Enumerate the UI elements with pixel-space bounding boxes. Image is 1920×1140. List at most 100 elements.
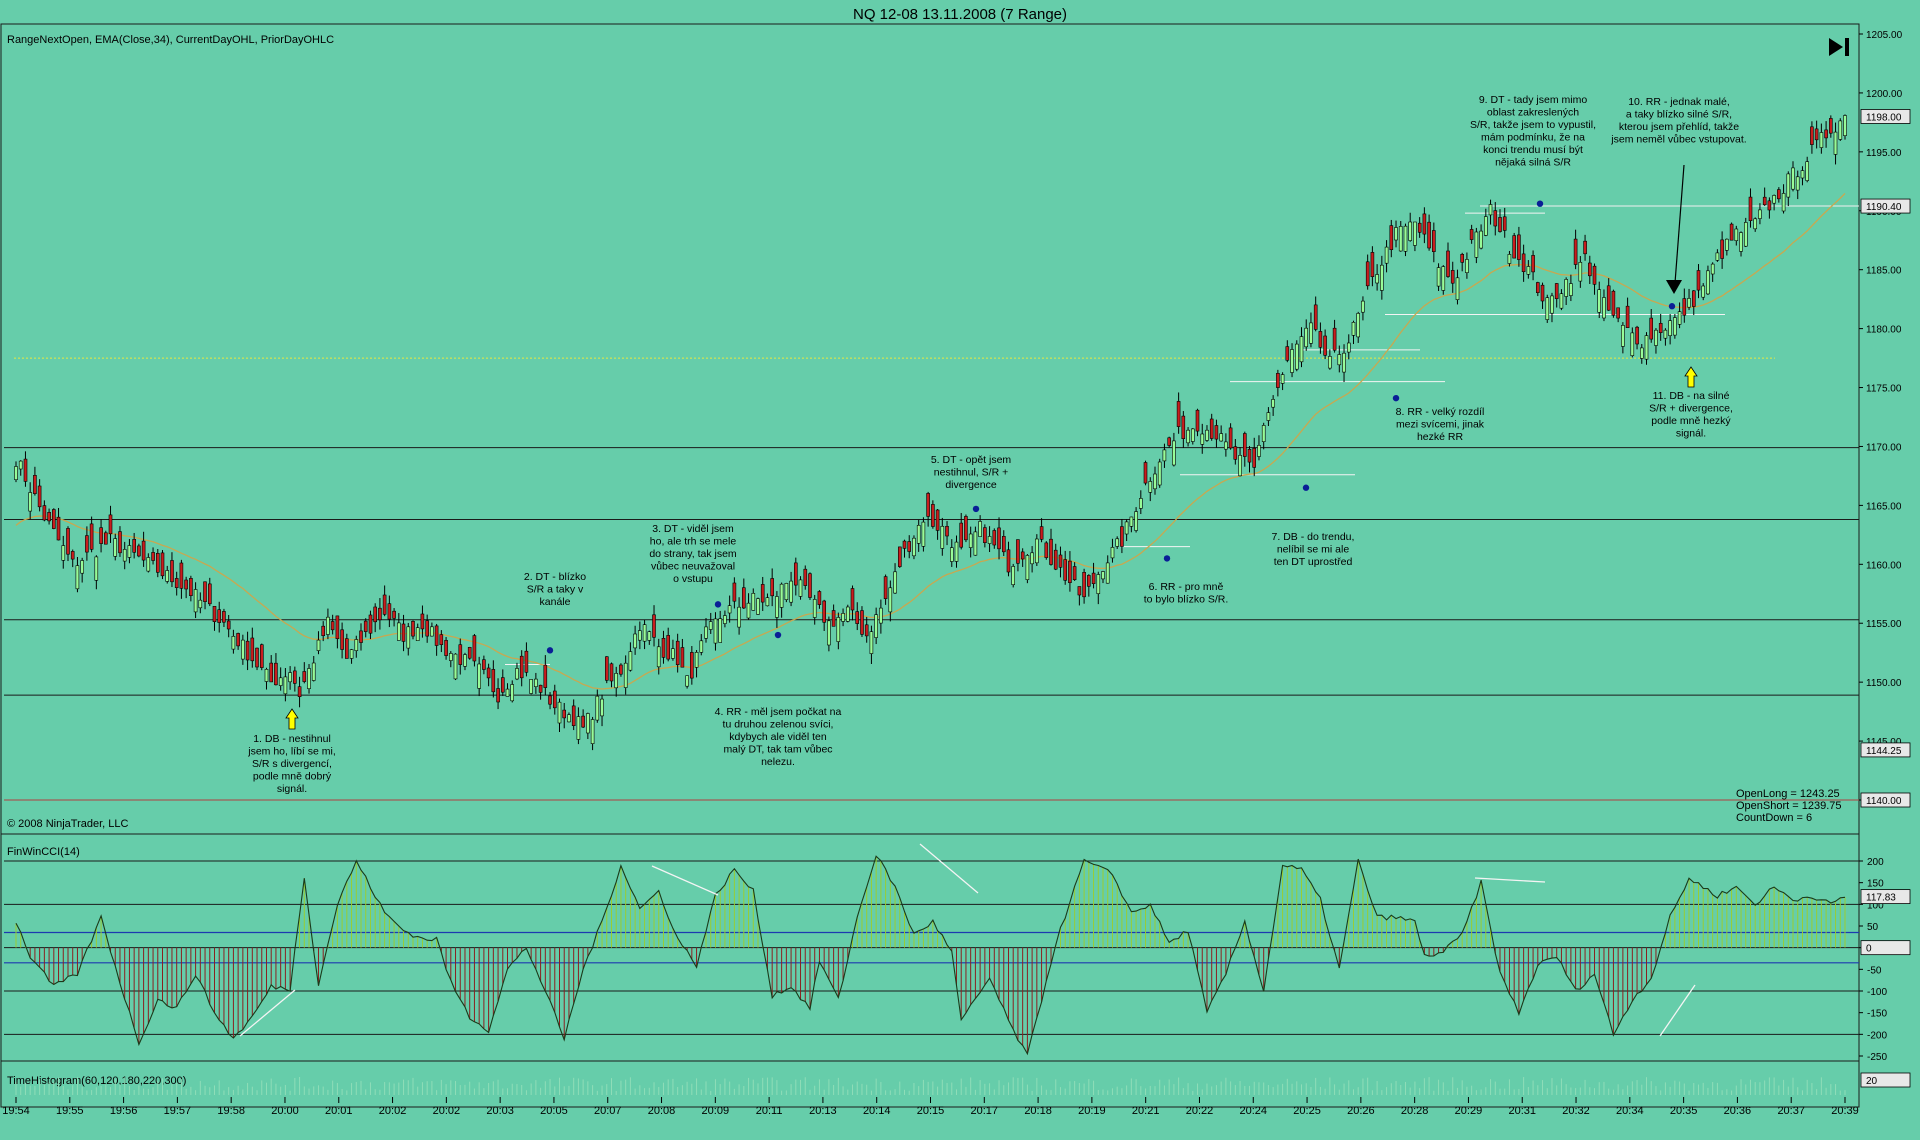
time-axis-label: 19:58: [217, 1105, 245, 1117]
axes: 1205.001200.001195.001190.001185.001180.…: [2, 30, 1911, 1117]
candle-body: [1001, 535, 1006, 553]
candle-body: [472, 635, 477, 662]
candle-body: [241, 639, 245, 660]
candle-body: [1389, 225, 1394, 251]
candle-body: [855, 611, 860, 624]
candle-body: [1157, 461, 1162, 486]
time-axis-label: 20:21: [1132, 1105, 1160, 1117]
candle-body: [387, 603, 392, 620]
candle-body: [1134, 511, 1138, 531]
candle-body: [444, 639, 448, 656]
candle-body: [1838, 120, 1843, 140]
candle-body: [193, 589, 198, 613]
candle-body: [1621, 324, 1625, 347]
time-axis-label: 20:13: [809, 1105, 837, 1117]
candle-body: [1592, 265, 1597, 285]
candle-body: [340, 629, 344, 650]
candle-body: [656, 646, 661, 668]
candle-body: [411, 620, 415, 637]
price-badge: 1198.00: [1866, 112, 1902, 123]
candle-body: [189, 577, 193, 596]
candle-body: [836, 617, 841, 642]
candle-body: [1318, 331, 1323, 348]
candle-body: [992, 530, 997, 546]
candle-body: [1569, 283, 1573, 296]
candle-body: [685, 675, 689, 687]
time-axis-label: 20:19: [1078, 1105, 1106, 1117]
candle-body: [1488, 204, 1493, 216]
candle-body: [1479, 230, 1483, 249]
candle-body: [1460, 254, 1464, 263]
signal-dot: [972, 505, 980, 513]
annotation-text: hezké RR: [1417, 431, 1464, 443]
candle-body: [775, 596, 779, 618]
candle-body: [1540, 284, 1545, 302]
candle-body: [1365, 261, 1370, 287]
candle-body: [1214, 425, 1219, 440]
candle-body: [680, 647, 685, 668]
price-badge-box: [1860, 198, 1911, 214]
cci-tick-label: -250: [1867, 1052, 1887, 1063]
candle-body: [741, 587, 746, 609]
candle-body: [1611, 290, 1616, 316]
candle-body: [467, 646, 472, 659]
candle-body: [935, 509, 940, 531]
candle-body: [1011, 566, 1016, 586]
play-to-end-button[interactable]: [1826, 36, 1854, 60]
annotation-text: podle mně hezký: [1651, 415, 1731, 427]
candle-body: [1701, 285, 1705, 298]
time-axis-label: 20:39: [1831, 1105, 1859, 1117]
candle-body: [1814, 128, 1819, 141]
candle-body: [1739, 232, 1743, 252]
down-arrow-icon: [1666, 280, 1682, 294]
candle-body: [1781, 193, 1786, 212]
annotation-text: tu druhou zelenou svíci,: [723, 719, 834, 731]
annotation-text: kdybych ale viděl ten: [729, 731, 827, 743]
candle-body: [1096, 574, 1101, 595]
candle-body: [770, 578, 775, 597]
annotation-text: 1. DB - nestihnul: [253, 733, 331, 745]
candle-body: [987, 536, 992, 544]
candle-body: [978, 521, 982, 537]
time-axis-label: 20:31: [1508, 1105, 1536, 1117]
candle-body: [274, 662, 278, 686]
candle-body: [363, 620, 368, 632]
ema-polyline: [15, 192, 1846, 690]
time-axis-label: 19:57: [164, 1105, 192, 1117]
annotation-pointer-line: [1674, 164, 1685, 284]
candle-body: [864, 624, 869, 637]
time-axis-label: 20:17: [971, 1105, 999, 1117]
candle-body: [208, 583, 212, 605]
time-axis-label: 19:56: [110, 1105, 138, 1117]
annotation-text: nějaká silná S/R: [1495, 157, 1571, 169]
candle-body: [1625, 305, 1630, 329]
candle-body: [1517, 234, 1521, 260]
candle-body: [1422, 213, 1427, 235]
candle-body: [482, 659, 486, 670]
price-badge: 1140.00: [1866, 796, 1902, 807]
annotation-text: 4. RR - měl jsem počkat na: [715, 706, 842, 718]
annotation-text: 6. RR - pro mně: [1149, 581, 1224, 593]
candle-body: [827, 620, 831, 646]
candle-body: [1408, 221, 1412, 241]
time-axis-label: 20:26: [1347, 1105, 1375, 1117]
candle-body: [1049, 538, 1053, 565]
candle-body: [931, 504, 935, 527]
candle-body: [1351, 321, 1356, 336]
candle-body: [430, 626, 434, 637]
candle-body: [1441, 266, 1446, 291]
price-tick-label: 1195.00: [1866, 148, 1902, 159]
candle-body: [222, 611, 226, 623]
cci-line: [15, 855, 1846, 1056]
candle-body: [1063, 559, 1067, 581]
time-axis-label: 20:22: [1186, 1105, 1214, 1117]
candle-body: [1276, 372, 1280, 388]
candle-body: [1072, 566, 1077, 580]
candle-body: [1682, 298, 1687, 316]
candle-body: [552, 690, 557, 709]
candle-body: [1521, 253, 1526, 272]
candle-body: [302, 671, 307, 682]
candle-body: [921, 521, 926, 547]
candle-body: [1195, 409, 1200, 432]
candle-body: [1554, 283, 1559, 299]
